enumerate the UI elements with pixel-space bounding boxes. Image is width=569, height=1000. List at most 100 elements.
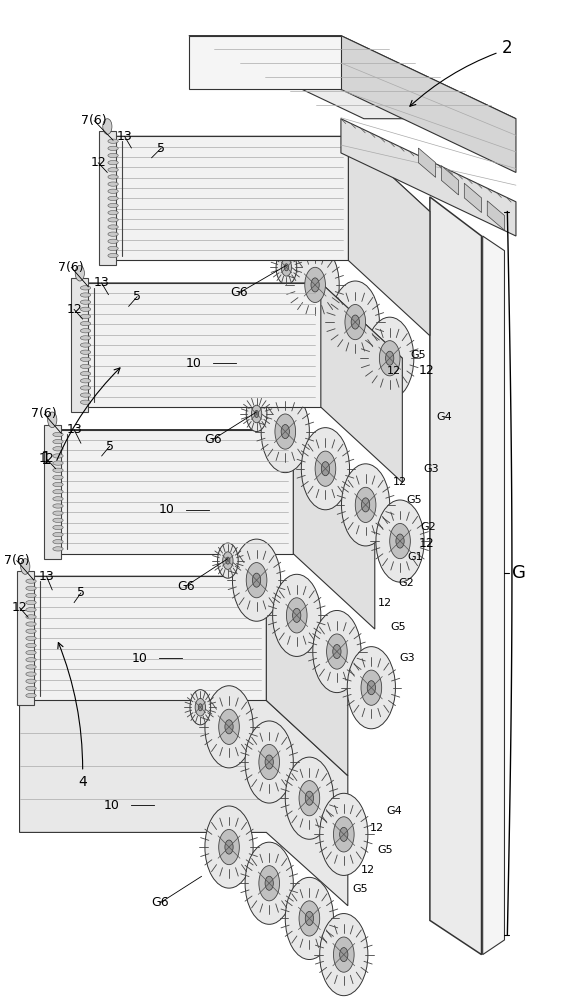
Circle shape <box>218 709 240 744</box>
Circle shape <box>222 552 233 569</box>
Polygon shape <box>99 131 116 265</box>
Ellipse shape <box>26 629 36 633</box>
Circle shape <box>361 498 370 512</box>
Circle shape <box>273 574 321 656</box>
Polygon shape <box>321 283 402 482</box>
Ellipse shape <box>53 468 63 472</box>
Circle shape <box>327 634 347 669</box>
Circle shape <box>347 647 395 729</box>
Polygon shape <box>487 201 505 230</box>
Ellipse shape <box>108 232 118 236</box>
Polygon shape <box>71 278 88 412</box>
Circle shape <box>315 451 336 486</box>
Circle shape <box>333 644 341 659</box>
Circle shape <box>275 414 295 449</box>
Circle shape <box>376 500 424 582</box>
Ellipse shape <box>108 139 118 143</box>
Circle shape <box>361 670 382 705</box>
Polygon shape <box>17 571 34 705</box>
Circle shape <box>259 866 279 901</box>
Ellipse shape <box>108 160 118 165</box>
Text: 2: 2 <box>502 39 513 57</box>
Ellipse shape <box>26 665 36 669</box>
Polygon shape <box>348 136 430 336</box>
Text: 10: 10 <box>104 799 120 812</box>
Text: 7(6): 7(6) <box>31 407 57 420</box>
Ellipse shape <box>53 482 63 487</box>
Ellipse shape <box>53 432 63 437</box>
Circle shape <box>205 806 253 888</box>
Text: G4: G4 <box>436 412 452 422</box>
Circle shape <box>299 901 320 936</box>
Ellipse shape <box>26 679 36 683</box>
Ellipse shape <box>108 218 118 222</box>
Circle shape <box>75 265 84 281</box>
Polygon shape <box>341 36 516 172</box>
Text: 5: 5 <box>106 440 114 453</box>
Ellipse shape <box>80 343 90 347</box>
Text: 12: 12 <box>66 303 82 316</box>
Circle shape <box>218 829 240 865</box>
Circle shape <box>331 281 380 363</box>
Circle shape <box>261 391 310 473</box>
Circle shape <box>351 315 360 329</box>
Ellipse shape <box>80 357 90 361</box>
Circle shape <box>284 264 288 271</box>
Polygon shape <box>74 283 402 358</box>
Ellipse shape <box>53 525 63 530</box>
Polygon shape <box>74 283 321 407</box>
Text: 10: 10 <box>131 652 147 665</box>
Text: 12: 12 <box>419 364 435 377</box>
Ellipse shape <box>108 203 118 208</box>
Polygon shape <box>19 576 266 700</box>
Text: 4: 4 <box>79 775 87 789</box>
Text: G3: G3 <box>423 464 439 474</box>
Text: 7(6): 7(6) <box>59 261 84 274</box>
Circle shape <box>225 720 233 734</box>
Circle shape <box>321 462 329 476</box>
Text: G5: G5 <box>411 350 426 360</box>
Circle shape <box>380 341 400 376</box>
Text: G4: G4 <box>386 806 402 816</box>
Text: 13: 13 <box>94 276 109 289</box>
Circle shape <box>333 817 354 852</box>
Text: G5: G5 <box>377 845 393 855</box>
Circle shape <box>390 523 410 559</box>
Circle shape <box>311 278 319 292</box>
Circle shape <box>345 304 366 340</box>
Text: 7(6): 7(6) <box>4 554 30 567</box>
Circle shape <box>246 563 267 598</box>
Text: G5: G5 <box>352 884 368 894</box>
Ellipse shape <box>53 540 63 544</box>
Text: 13: 13 <box>66 423 82 436</box>
Ellipse shape <box>26 643 36 648</box>
Text: 1: 1 <box>40 450 51 468</box>
Circle shape <box>340 948 348 962</box>
Circle shape <box>320 793 368 875</box>
Ellipse shape <box>26 672 36 676</box>
Circle shape <box>286 598 307 633</box>
Circle shape <box>225 840 233 854</box>
Circle shape <box>245 721 293 803</box>
Text: 10: 10 <box>159 503 175 516</box>
Circle shape <box>217 543 238 578</box>
Ellipse shape <box>80 321 90 326</box>
Ellipse shape <box>26 693 36 698</box>
Ellipse shape <box>80 400 90 404</box>
Circle shape <box>265 876 273 890</box>
Polygon shape <box>464 183 481 213</box>
Circle shape <box>320 914 368 996</box>
Circle shape <box>285 877 333 960</box>
Circle shape <box>233 539 281 621</box>
Polygon shape <box>102 136 430 212</box>
Circle shape <box>305 791 314 805</box>
Ellipse shape <box>53 447 63 451</box>
Ellipse shape <box>80 293 90 297</box>
Polygon shape <box>418 148 436 177</box>
Polygon shape <box>483 236 505 955</box>
Ellipse shape <box>53 532 63 537</box>
Circle shape <box>341 464 390 546</box>
Text: G1: G1 <box>408 552 423 562</box>
Circle shape <box>333 937 354 972</box>
Text: 12: 12 <box>12 601 27 614</box>
